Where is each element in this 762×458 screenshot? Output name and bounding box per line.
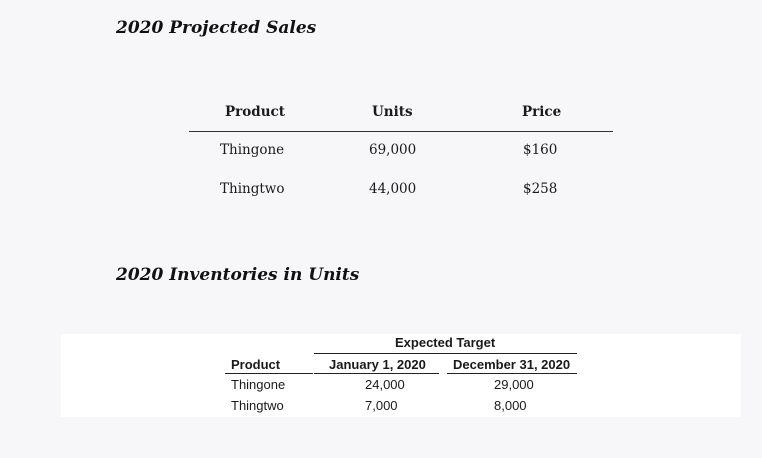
- sales-cell-product: Thingone: [220, 142, 285, 158]
- header-rule-jan: [314, 373, 439, 374]
- header-rule-dec: [447, 373, 577, 374]
- sales-header-units: Units: [372, 104, 413, 120]
- inventory-group-header: Expected Target: [395, 335, 496, 350]
- inventory-section-title: 2020 Inventories in Units: [116, 265, 360, 285]
- sales-section-title: 2020 Projected Sales: [116, 18, 317, 38]
- inventory-header-jan: January 1, 2020: [329, 357, 426, 372]
- sales-header-price: Price: [522, 104, 562, 120]
- inventory-header-product: Product: [231, 357, 281, 372]
- table-row: Thingone 69,000 $160: [189, 132, 613, 171]
- sales-cell-units: 69,000: [369, 142, 417, 158]
- inventory-cell-product: Thingone: [231, 377, 286, 392]
- inventory-table: Expected Target Product January 1, 2020 …: [61, 334, 741, 417]
- inventory-cell-jan: 7,000: [365, 398, 398, 413]
- sales-header-product: Product: [225, 104, 285, 120]
- inventory-cell-jan: 24,000: [365, 377, 405, 392]
- inventory-cell-dec: 29,000: [494, 377, 534, 392]
- header-rule-product: [225, 373, 313, 374]
- inventory-cell-dec: 8,000: [494, 398, 527, 413]
- inventory-cell-product: Thingtwo: [231, 398, 284, 413]
- sales-cell-price: $160: [523, 142, 558, 158]
- table-row: Thingtwo 44,000 $258: [189, 171, 613, 210]
- sales-cell-product: Thingtwo: [220, 181, 285, 197]
- inventory-header-dec: December 31, 2020: [453, 357, 571, 372]
- sales-table: Product Units Price Thingone 69,000 $160…: [189, 100, 613, 210]
- sales-table-header: Product Units Price: [189, 100, 613, 132]
- sales-cell-price: $258: [523, 181, 558, 197]
- group-header-rule: [314, 353, 577, 354]
- sales-cell-units: 44,000: [369, 181, 417, 197]
